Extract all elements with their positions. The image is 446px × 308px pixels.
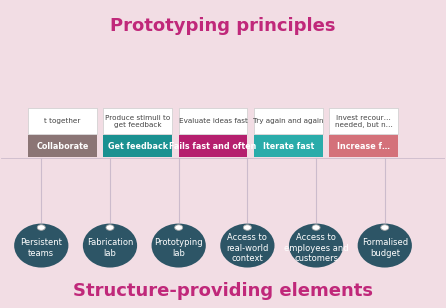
- FancyBboxPatch shape: [28, 108, 97, 134]
- Text: Try again and again: Try again and again: [253, 118, 324, 124]
- Text: Collaborate: Collaborate: [36, 142, 88, 151]
- Ellipse shape: [358, 224, 412, 268]
- Text: Invest recour…
needed, but n…: Invest recour… needed, but n…: [335, 115, 392, 128]
- Text: Prototyping principles: Prototyping principles: [110, 17, 336, 35]
- Text: Produce stimuli to
get feedback: Produce stimuli to get feedback: [105, 115, 170, 128]
- Ellipse shape: [152, 224, 206, 268]
- Ellipse shape: [220, 224, 274, 268]
- FancyBboxPatch shape: [179, 108, 248, 134]
- Text: Access to
employees and
customers: Access to employees and customers: [284, 233, 348, 263]
- Circle shape: [37, 225, 45, 230]
- Circle shape: [244, 225, 252, 230]
- Text: t together: t together: [44, 118, 81, 124]
- Text: Iterate fast: Iterate fast: [263, 142, 314, 151]
- Text: Structure-providing elements: Structure-providing elements: [73, 282, 373, 300]
- Text: Access to
real-world
context: Access to real-world context: [226, 233, 268, 263]
- FancyBboxPatch shape: [330, 135, 398, 157]
- Circle shape: [175, 225, 183, 230]
- Text: Prototyping
lab: Prototyping lab: [154, 238, 203, 258]
- FancyBboxPatch shape: [254, 108, 323, 134]
- Text: Fails fast and often: Fails fast and often: [169, 142, 257, 151]
- Ellipse shape: [289, 224, 343, 268]
- Circle shape: [312, 225, 320, 230]
- FancyBboxPatch shape: [103, 135, 172, 157]
- Text: Persistent
teams: Persistent teams: [21, 238, 62, 258]
- Text: Fabrication
lab: Fabrication lab: [87, 238, 133, 258]
- FancyBboxPatch shape: [179, 135, 248, 157]
- FancyBboxPatch shape: [254, 135, 323, 157]
- Text: Increase f…: Increase f…: [337, 142, 390, 151]
- Circle shape: [106, 225, 114, 230]
- Text: Formalised
budget: Formalised budget: [362, 238, 408, 258]
- FancyBboxPatch shape: [28, 135, 97, 157]
- Ellipse shape: [83, 224, 137, 268]
- FancyBboxPatch shape: [103, 108, 172, 134]
- Ellipse shape: [14, 224, 68, 268]
- Text: Get feedback: Get feedback: [107, 142, 168, 151]
- FancyBboxPatch shape: [330, 108, 398, 134]
- Text: Evaluate ideas fast: Evaluate ideas fast: [178, 118, 248, 124]
- Circle shape: [381, 225, 389, 230]
